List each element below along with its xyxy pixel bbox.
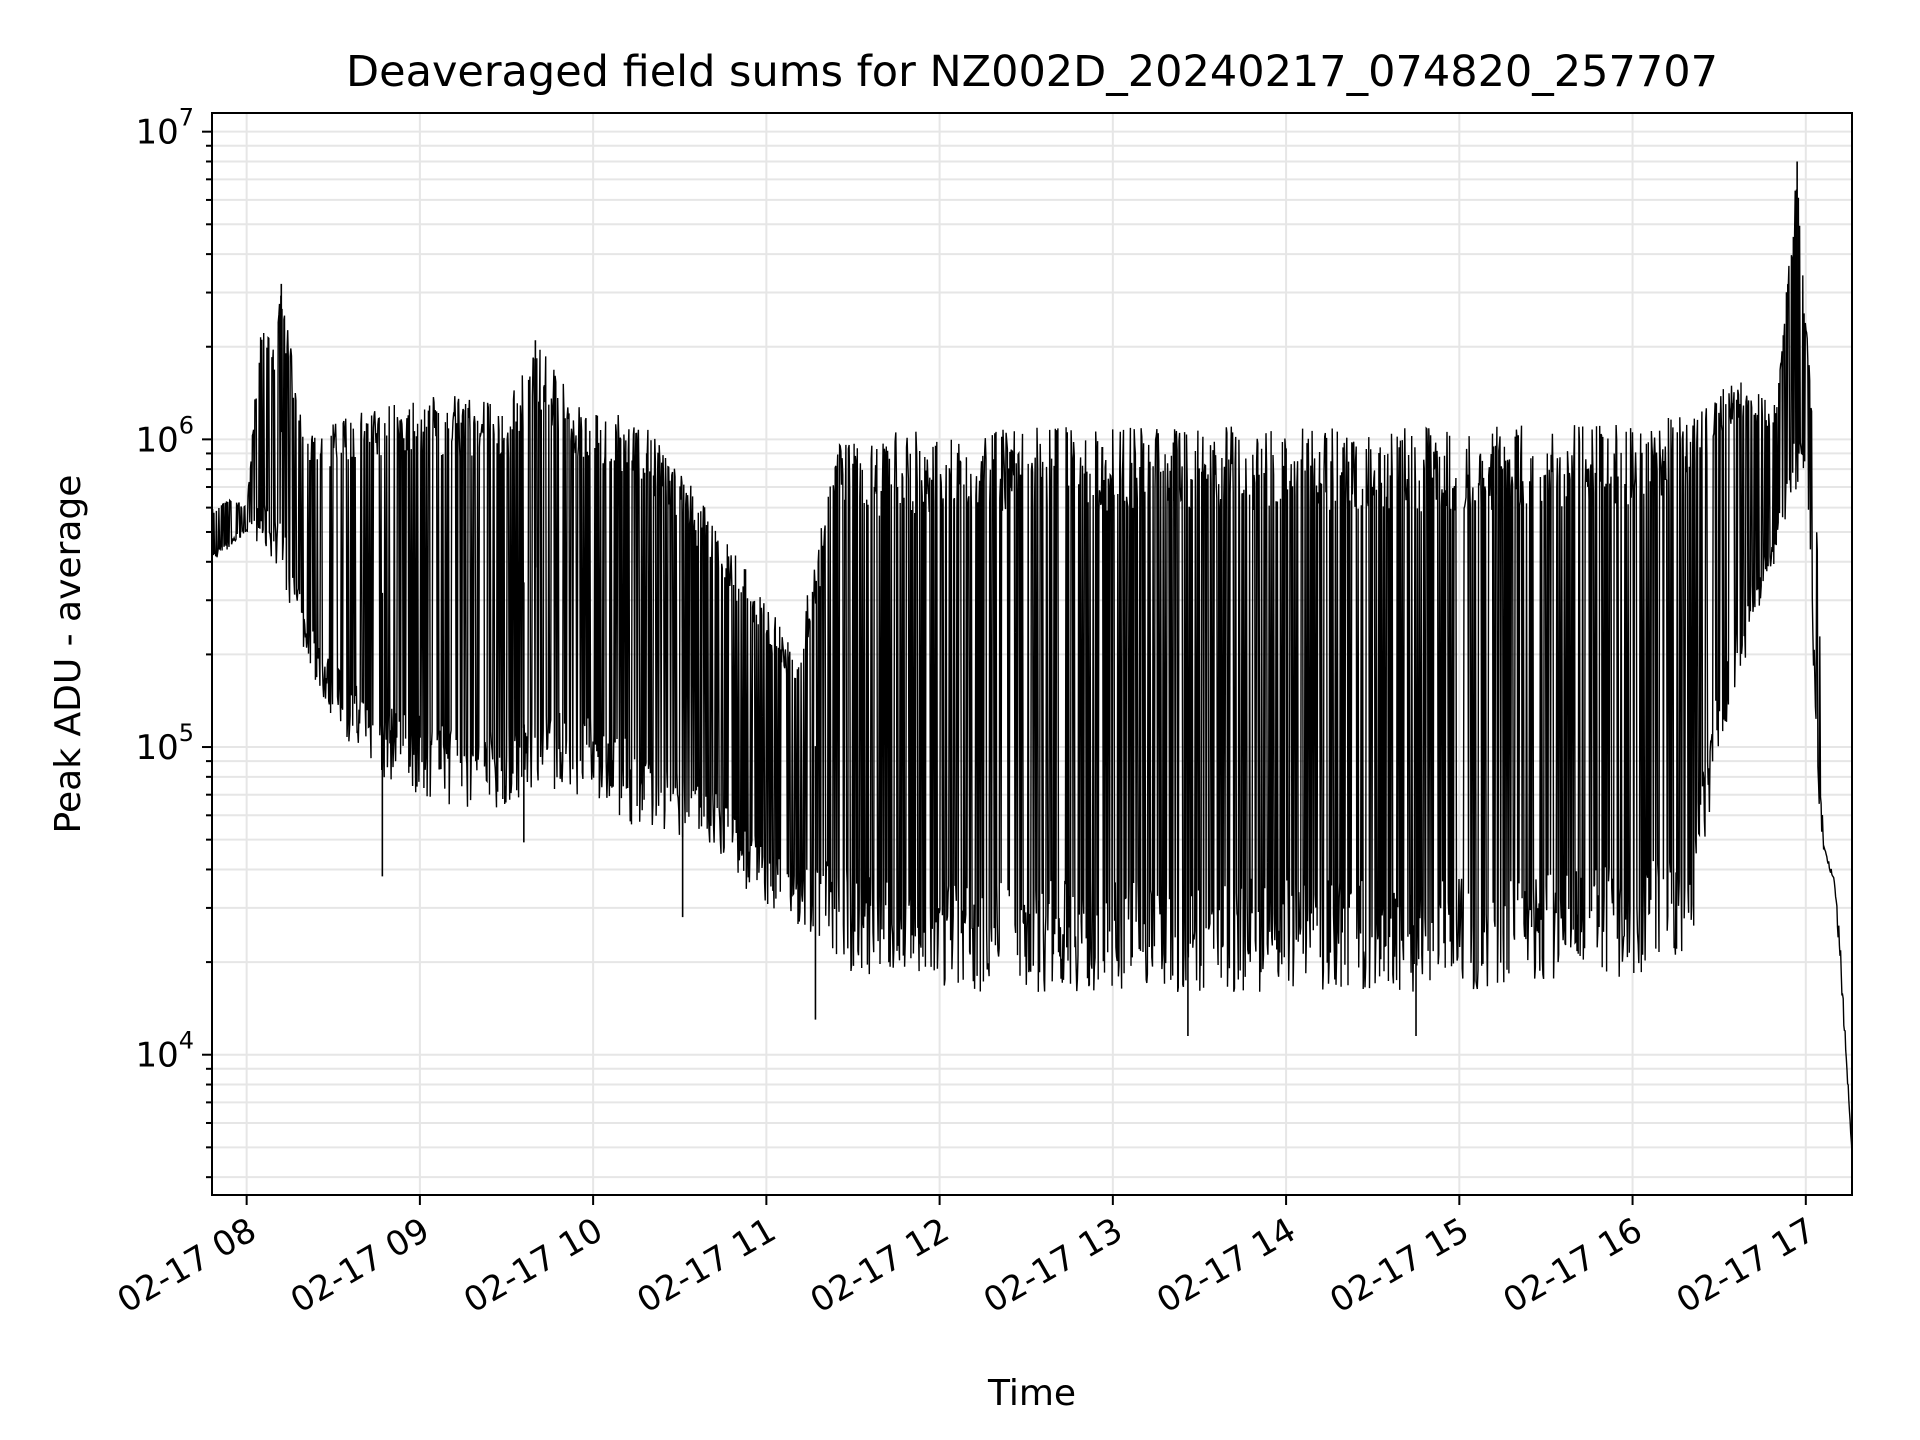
y-tick-label: 105 (135, 719, 194, 768)
chart-title: Deaveraged field sums for NZ002D_2024021… (346, 47, 1718, 97)
y-axis-label: Peak ADU - average (48, 475, 89, 834)
y-tick-label: 104 (135, 1027, 194, 1076)
x-axis-label: Time (987, 1373, 1076, 1414)
series-trace (211, 161, 1853, 1153)
trace-line (211, 189, 1853, 1153)
y-tick-label: 106 (135, 411, 194, 460)
